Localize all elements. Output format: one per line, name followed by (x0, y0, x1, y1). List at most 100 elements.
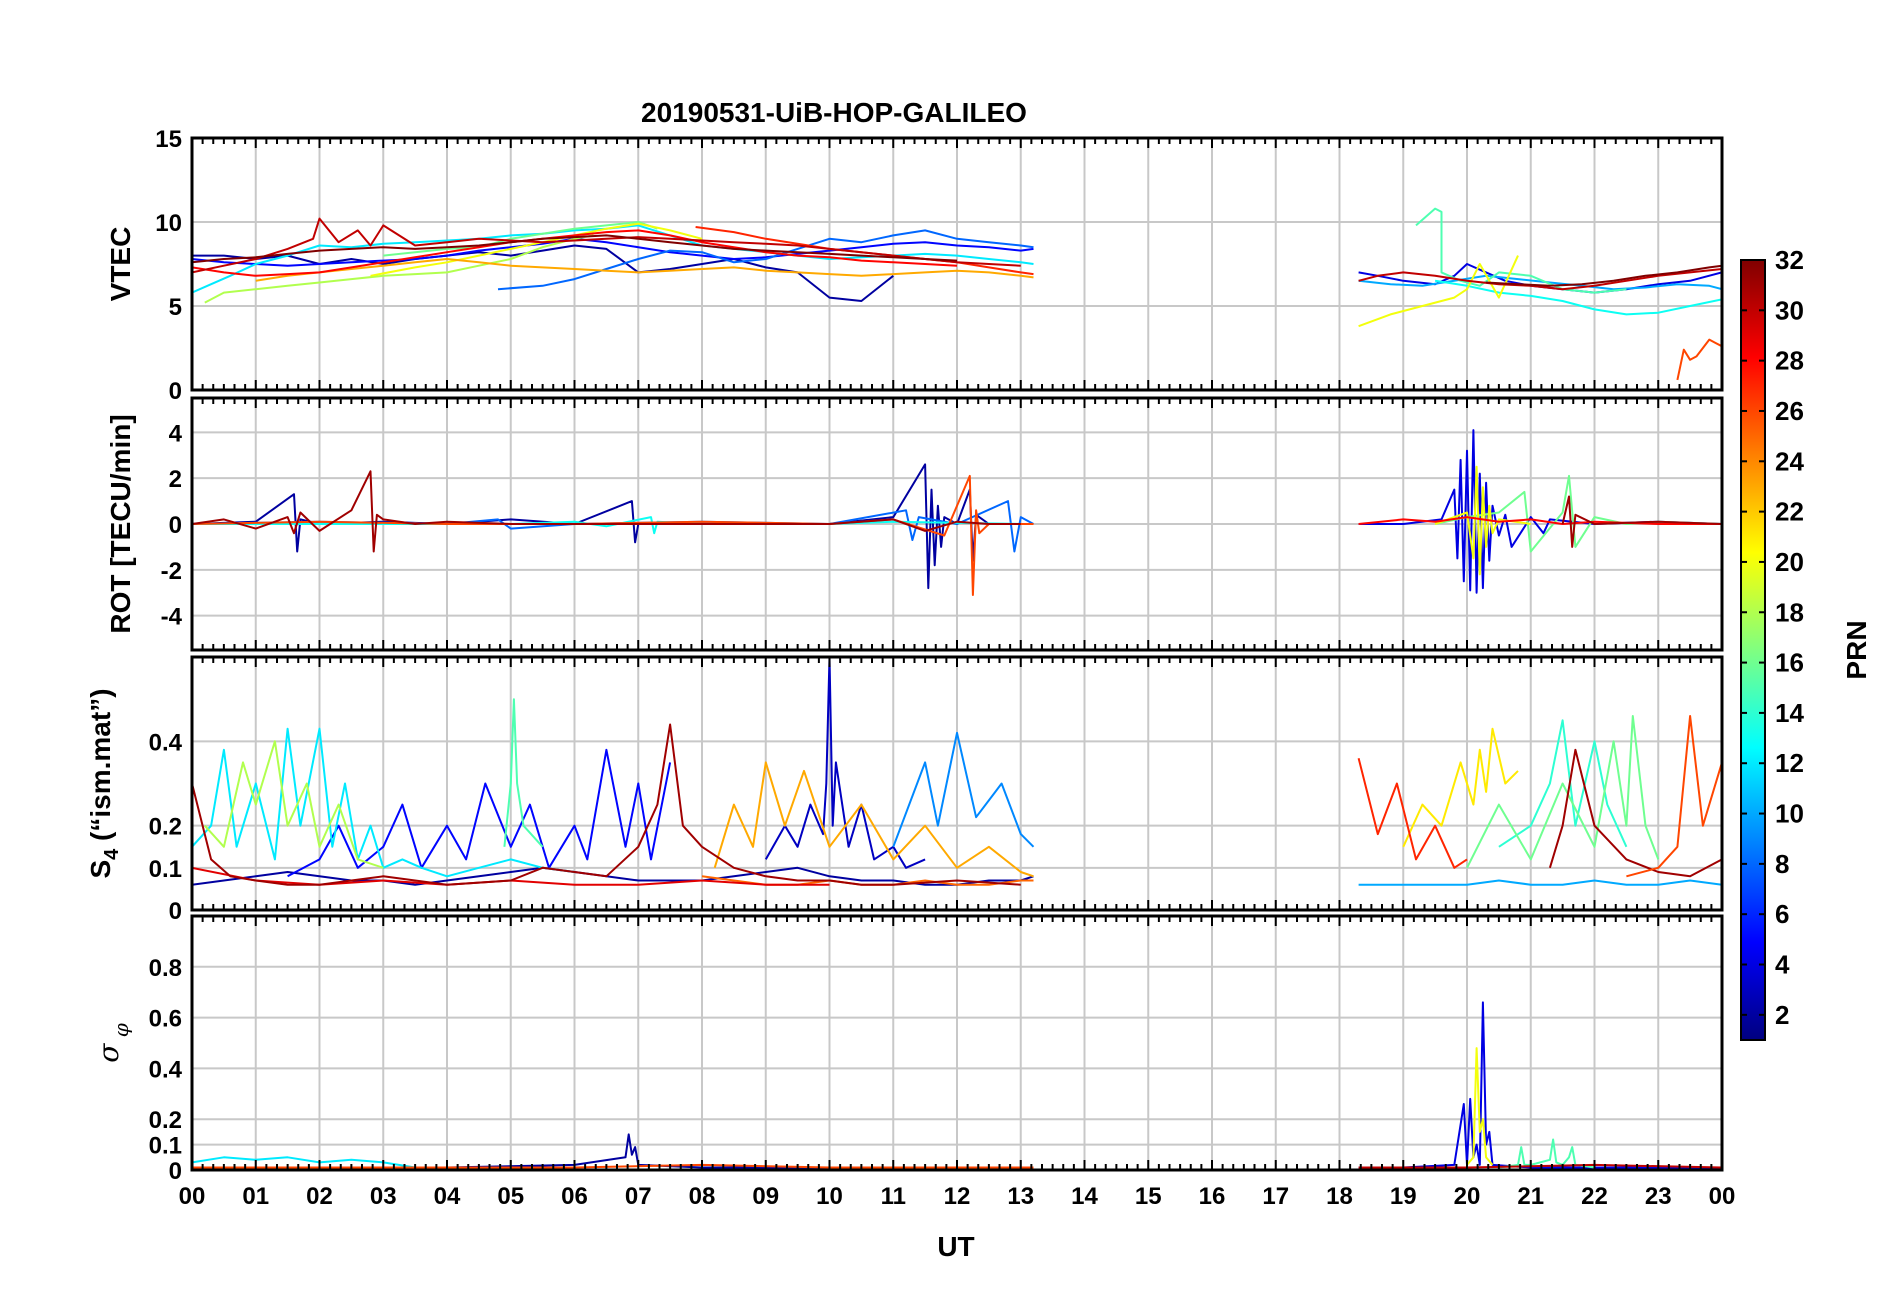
series-prn-26 (1626, 715, 1722, 878)
x-ticks-sigma_phi (191, 916, 1723, 1170)
series-prn-2 (192, 244, 894, 302)
x-tick-label: 21 (1517, 1183, 1544, 1210)
series-prn-4 (1358, 263, 1722, 294)
series-prn-31 (192, 723, 1021, 886)
panel-vtec: 0 5 10 15 VTEC (105, 126, 1724, 405)
series-prn-15 (1498, 1138, 1595, 1169)
series-prn-23 (713, 761, 1034, 878)
series-prn-26 (1676, 338, 1722, 381)
series-prn-16 (1466, 715, 1660, 869)
series-prn-15 (1415, 207, 1627, 294)
y-tick-label: 0.2 (149, 1107, 182, 1134)
x-tick-label: 09 (752, 1183, 779, 1210)
series-prn-9 (892, 731, 1035, 848)
series-prn-23 (255, 258, 1034, 282)
series-prn-5 (192, 237, 1034, 267)
x-tick-label: 05 (497, 1183, 524, 1210)
colorbar-tick-label: 20 (1775, 547, 1804, 577)
y-tick-label: 4 (169, 420, 183, 447)
series-group-rot (192, 429, 1722, 596)
colorbar-tick-label: 8 (1775, 849, 1789, 879)
y-axis-label-vtec: VTEC (105, 227, 136, 302)
series-prn-20 (1358, 255, 1519, 328)
y-tick-label: 2 (169, 466, 182, 493)
series-prn-15 (503, 698, 544, 848)
x-tick-label: 06 (561, 1183, 588, 1210)
y-tick-label: 0.1 (149, 1133, 182, 1160)
series-prn-20 (1434, 465, 1531, 576)
colorbar-gradient (1741, 260, 1765, 1040)
y-axis-label-rot: ROT [TECU/min] (105, 414, 136, 633)
x-tick-label: 20 (1454, 1183, 1481, 1210)
y-tick-label: 15 (155, 126, 182, 153)
x-tick-label: 03 (370, 1183, 397, 1210)
x-tick-label: 17 (1262, 1183, 1289, 1210)
x-ticks-rot (191, 398, 1723, 650)
y-tick-label: 0.4 (149, 1056, 183, 1083)
x-ticks-s4 (191, 657, 1723, 910)
colorbar-tick-label: 18 (1775, 597, 1804, 627)
panel-sigma_phi: 00.10.2 0.4 0.6 0.8 σ φ (92, 914, 1724, 1185)
series-prn-3 (764, 657, 926, 869)
x-tick-label: 19 (1390, 1183, 1417, 1210)
colorbar-tick-label: 16 (1775, 648, 1804, 678)
y-tick-label: 0.4 (149, 729, 183, 756)
series-prn-10 (1358, 879, 1722, 886)
series-prn-16 (383, 221, 658, 257)
colorbar-tick-label: 24 (1775, 446, 1804, 476)
colorbar-tick-label: 32 (1775, 245, 1804, 275)
colorbar-tick-label: 22 (1775, 497, 1804, 527)
series-prn-31 (1561, 495, 1722, 548)
panel-s4: 0 0.1 0.2 0.4 S4 (“ism.mat”) (85, 655, 1724, 925)
series-group-s4 (192, 657, 1722, 886)
series-prn-10 (1358, 274, 1722, 291)
x-tick-label: 02 (306, 1183, 333, 1210)
x-tick-label: 00 (179, 1183, 206, 1210)
y-tick-label: 0.2 (149, 814, 182, 841)
series-prn-18 (204, 234, 594, 304)
y-tick-label: 0.1 (149, 856, 182, 883)
grid-rot (192, 398, 1722, 650)
colorbar-tick-label: 14 (1775, 698, 1804, 728)
panel-rot: -4 -2 0 2 4 ROT [TECU/min] (105, 396, 1724, 652)
y-tick-label: 0 (169, 378, 182, 405)
series-prn-18 (204, 740, 384, 869)
colorbar-frame (1740, 259, 1766, 1041)
colorbar-tick-label: 28 (1775, 346, 1804, 376)
series-prn-4 (1358, 429, 1722, 594)
y-axis-label-sigma_phi: σ φ (92, 1023, 133, 1063)
x-tick-label: 16 (1199, 1183, 1226, 1210)
x-axis-label: UT (937, 1231, 974, 1262)
colorbar-tick-label: 2 (1775, 1000, 1789, 1030)
series-prn-30 (192, 217, 1021, 274)
x-tick-label: 10 (816, 1183, 843, 1210)
series-prn-31 (1548, 748, 1722, 878)
series-prn-26 (192, 474, 1034, 596)
colorbar-tick-label: 4 (1775, 950, 1790, 980)
x-tick-label: 14 (1071, 1183, 1098, 1210)
y-tick-label: 0.6 (149, 1006, 182, 1033)
x-tick-label: 12 (944, 1183, 971, 1210)
colorbar-tick-label: 6 (1775, 899, 1789, 929)
y-tick-label: -4 (161, 604, 183, 631)
series-prn-13 (1434, 279, 1722, 316)
series-prn-5 (287, 748, 672, 878)
series-group-vtec (192, 207, 1722, 381)
x-tick-label: 22 (1581, 1183, 1608, 1210)
x-tick-label: 04 (434, 1183, 461, 1210)
x-tick-label: 01 (242, 1183, 269, 1210)
x-tick-label: 23 (1645, 1183, 1672, 1210)
y-tick-label: 0 (169, 1158, 182, 1185)
colorbar-tick-label: 26 (1775, 396, 1804, 426)
x-tick-labels: 00 01 02 03 04 05 06 07 08 09 10 11 12 13 14 15 16 17 18 19… (179, 1183, 1736, 1210)
series-prn-31 (192, 470, 1021, 553)
series-prn-32 (192, 234, 958, 264)
series-prn-12 (192, 727, 575, 878)
y-tick-label: -2 (161, 558, 182, 585)
x-tick-label: 00 (1709, 1183, 1736, 1210)
x-tick-label: 13 (1007, 1183, 1034, 1210)
x-tick-label: 08 (689, 1183, 716, 1210)
